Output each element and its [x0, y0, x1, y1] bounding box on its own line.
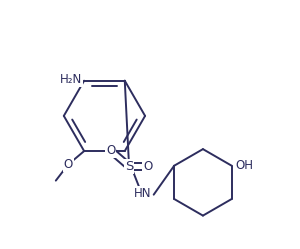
Text: S: S: [125, 160, 133, 173]
Text: O: O: [106, 144, 115, 157]
Text: H₂N: H₂N: [59, 73, 82, 86]
Text: OH: OH: [236, 159, 253, 172]
Text: HN: HN: [134, 187, 151, 200]
Text: O: O: [64, 158, 73, 171]
Text: O: O: [143, 160, 152, 173]
